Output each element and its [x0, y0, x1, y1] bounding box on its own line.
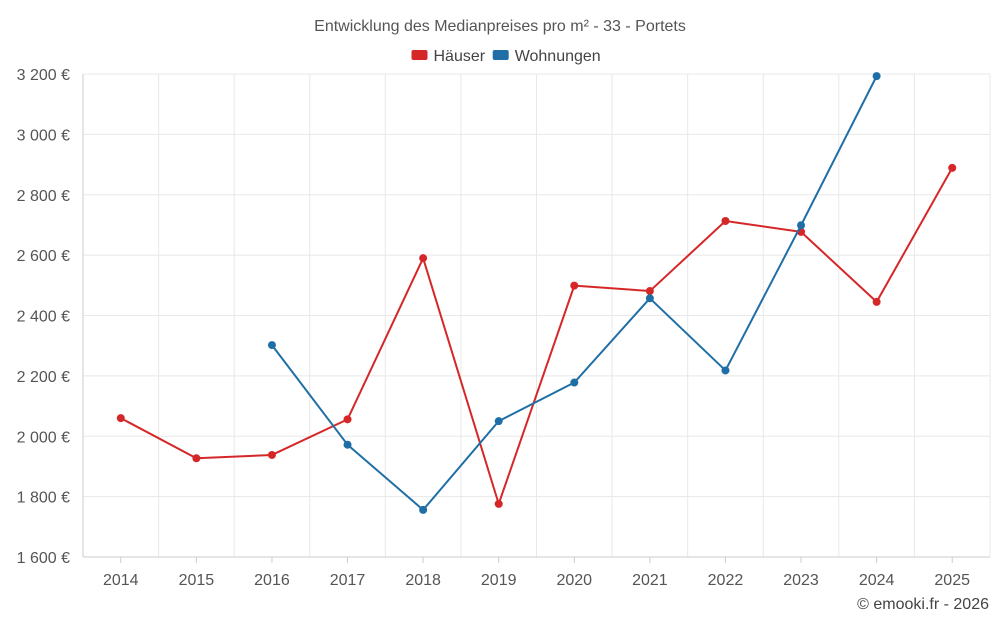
y-tick-label: 3 000 €: [17, 127, 70, 144]
data-point-h-user[interactable]: [948, 163, 957, 172]
legend-swatch-wohnungen: [492, 50, 509, 60]
legend-label-wohnungen: Wohnungen: [515, 48, 601, 65]
data-point-wohnungen[interactable]: [343, 440, 352, 449]
data-point-wohnungen[interactable]: [419, 505, 428, 514]
data-point-wohnungen[interactable]: [267, 341, 276, 350]
data-point-wohnungen[interactable]: [721, 366, 730, 375]
y-tick-label: 2 400 €: [17, 309, 70, 326]
x-tick-label: 2024: [859, 572, 895, 589]
data-point-wohnungen[interactable]: [570, 378, 579, 387]
legend-item-h-user[interactable]: Häuser: [411, 48, 486, 65]
data-point-h-user[interactable]: [645, 287, 654, 296]
x-tick-label: 2022: [708, 572, 744, 589]
credit-text: © emooki.fr - 2026: [857, 596, 989, 613]
legend-item-wohnungen[interactable]: Wohnungen: [492, 48, 601, 65]
data-point-h-user[interactable]: [343, 415, 352, 424]
x-tick-label: 2021: [632, 572, 668, 589]
data-point-h-user[interactable]: [116, 414, 125, 423]
legend: Häuser Wohnungen: [411, 48, 601, 65]
x-tick-label: 2016: [254, 572, 290, 589]
y-tick-label: 2 600 €: [17, 248, 70, 265]
y-tick-label: 1 600 €: [17, 550, 70, 567]
data-point-wohnungen[interactable]: [797, 221, 806, 230]
x-tick-label: 2019: [481, 572, 517, 589]
axes: 1 600 € 1 800 € 2 000 € 2 200 € 2 400 € 2 600…: [17, 67, 990, 589]
x-tick-label: 2017: [330, 572, 366, 589]
data-point-h-user[interactable]: [494, 499, 503, 508]
y-tick-label: 2 000 €: [17, 429, 70, 446]
series-line-wohnungen: [271, 75, 878, 511]
chart-title: Entwicklung des Medianpreises pro m² - 3…: [314, 18, 686, 35]
data-point-h-user[interactable]: [192, 454, 201, 463]
x-tick-label: 2023: [783, 572, 819, 589]
y-tick-label: 3 200 €: [17, 67, 70, 84]
data-point-wohnungen[interactable]: [645, 294, 654, 303]
y-tick-label: 2 800 €: [17, 188, 70, 205]
x-tick-label: 2018: [405, 572, 441, 589]
legend-swatch-h-user: [411, 50, 428, 60]
series-layer: [116, 72, 957, 514]
series-line-h-user: [120, 167, 954, 505]
y-tick-label: 2 200 €: [17, 369, 70, 386]
x-tick-label: 2020: [556, 572, 592, 589]
x-tick-label: 2015: [179, 572, 215, 589]
data-point-wohnungen[interactable]: [872, 72, 881, 81]
legend-label-h-user: Häuser: [434, 48, 486, 65]
data-point-h-user[interactable]: [419, 254, 428, 263]
y-tick-label: 1 800 €: [17, 490, 70, 507]
data-point-h-user[interactable]: [267, 450, 276, 459]
data-point-h-user[interactable]: [872, 297, 881, 306]
x-tick-label: 2014: [103, 572, 139, 589]
data-point-h-user[interactable]: [570, 281, 579, 290]
grid: [82, 73, 991, 558]
x-tick-label: 2025: [934, 572, 970, 589]
data-point-h-user[interactable]: [721, 217, 730, 226]
data-point-wohnungen[interactable]: [494, 417, 503, 426]
